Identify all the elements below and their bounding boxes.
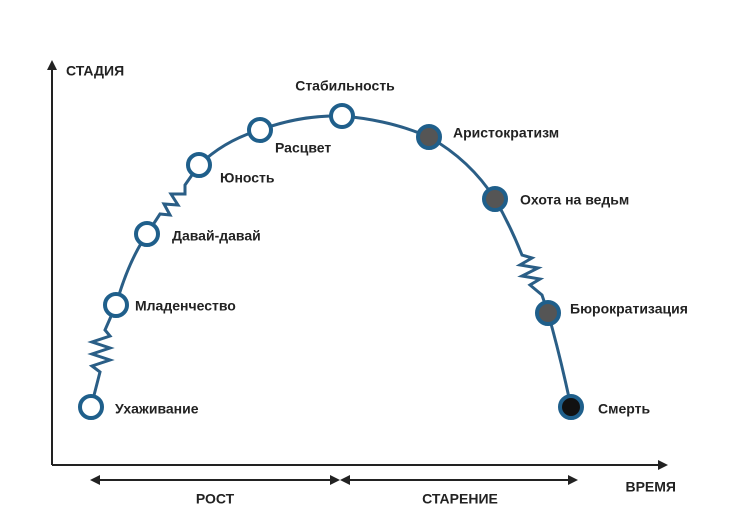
stage-label: Смерть (598, 401, 650, 417)
stage-label: Аристократизм (453, 125, 559, 141)
stage-label: Ухаживание (115, 401, 199, 417)
stage-node (558, 394, 584, 420)
x-axis-label: ВРЕМЯ (625, 479, 676, 495)
stage-label: Бюрократизация (570, 301, 688, 317)
stage-label: Охота на ведьм (520, 192, 629, 208)
stage-node (78, 394, 104, 420)
lifecycle-curve (87, 114, 573, 408)
nodes: Ухаживание Младенчество Давай-давай ЮностьР… (78, 78, 688, 420)
stage-label: Младенчество (135, 298, 236, 314)
stage-label: Давай-давай (172, 228, 261, 244)
stage-node (247, 117, 273, 143)
phase-label: СТАРЕНИЕ (422, 491, 498, 507)
stage-label: Юность (220, 170, 275, 186)
stage-label: Стабильность (295, 78, 395, 94)
stage-node (329, 103, 355, 129)
stage-node (103, 292, 129, 318)
stage-node (186, 152, 212, 178)
y-axis-label: СТАДИЯ (66, 63, 124, 79)
stage-label: Расцвет (275, 140, 331, 156)
stage-node (535, 300, 561, 326)
phase-label: РОСТ (196, 491, 235, 507)
stage-node (134, 221, 160, 247)
stage-node (482, 186, 508, 212)
stage-node (416, 124, 442, 150)
